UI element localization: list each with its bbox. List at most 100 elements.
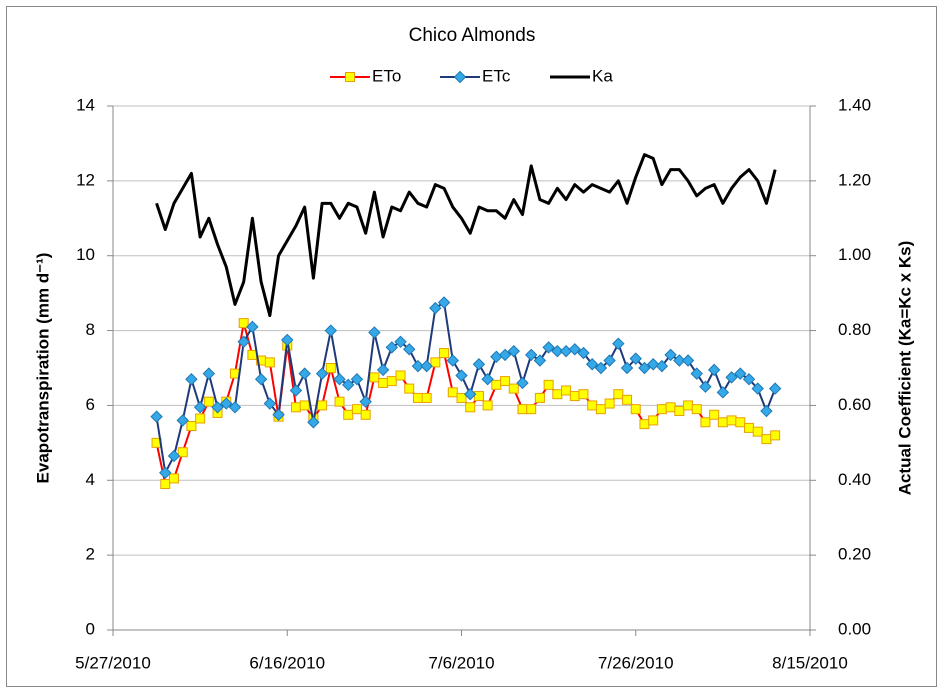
marker: [281, 333, 294, 347]
y2-axis-label: Actual Coefficient (Ka=Kc x Ks): [895, 241, 914, 496]
marker: [456, 392, 467, 403]
y-tick-label: 12: [76, 170, 95, 189]
marker: [228, 401, 242, 414]
marker: [299, 400, 310, 411]
y2-tick-label: 0.00: [838, 619, 871, 638]
legend-label: ETc: [482, 66, 511, 85]
marker: [491, 379, 502, 390]
marker: [744, 422, 755, 433]
marker: [385, 341, 399, 354]
marker: [707, 363, 721, 377]
marker: [421, 392, 432, 403]
y2-tick-label: 0.40: [838, 470, 871, 489]
y-tick-label: 2: [86, 545, 95, 564]
marker: [420, 359, 433, 373]
marker: [464, 387, 477, 401]
marker: [315, 367, 329, 380]
marker: [542, 341, 555, 354]
y2-tick-label: 1.20: [838, 170, 871, 189]
marker: [500, 376, 511, 387]
marker: [472, 358, 486, 371]
marker: [482, 400, 493, 411]
y2-tick-label: 0.60: [838, 395, 871, 414]
marker: [307, 416, 320, 429]
y-tick-label: 10: [76, 245, 95, 264]
y-tick-label: 4: [86, 470, 95, 489]
marker: [378, 377, 389, 388]
marker: [394, 335, 407, 349]
marker: [622, 394, 633, 405]
marker: [404, 383, 415, 394]
marker: [709, 409, 720, 420]
marker: [350, 373, 364, 386]
chart-border: [6, 6, 937, 687]
marker: [237, 335, 250, 349]
marker: [342, 378, 355, 392]
marker: [447, 387, 458, 398]
marker: [168, 473, 179, 484]
x-tick-label: 5/27/2010: [75, 653, 151, 672]
legend-label: Ka: [592, 66, 613, 85]
marker: [681, 354, 695, 367]
legend-label: ETo: [372, 66, 401, 85]
marker: [735, 417, 746, 428]
marker: [298, 367, 311, 380]
y-tick-label: 6: [86, 395, 95, 414]
marker: [569, 391, 580, 402]
marker: [630, 404, 641, 415]
marker: [290, 402, 301, 413]
marker: [526, 404, 537, 415]
marker: [160, 479, 171, 490]
marker: [734, 367, 747, 380]
marker: [185, 373, 198, 386]
marker: [498, 348, 512, 362]
marker: [334, 396, 345, 407]
marker: [238, 318, 249, 329]
marker: [700, 417, 711, 428]
marker: [524, 348, 538, 362]
marker: [317, 400, 328, 411]
marker: [594, 361, 608, 375]
marker: [263, 397, 277, 410]
marker: [246, 320, 259, 334]
marker: [439, 348, 450, 359]
marker: [411, 359, 425, 373]
marker: [481, 373, 494, 386]
marker: [220, 397, 233, 410]
marker: [612, 337, 625, 350]
marker: [568, 343, 581, 356]
y-axis-label: Evapotranspiration (mm d⁻¹): [33, 253, 52, 484]
marker: [534, 392, 545, 403]
marker: [551, 344, 564, 358]
marker: [656, 404, 667, 415]
marker: [533, 354, 547, 367]
marker: [202, 367, 216, 380]
marker: [203, 396, 214, 407]
marker: [673, 354, 686, 367]
chart-title: Chico Almonds: [409, 25, 536, 46]
marker: [369, 372, 380, 383]
marker: [412, 392, 423, 403]
marker: [325, 363, 336, 373]
marker: [430, 357, 441, 368]
marker: [403, 343, 416, 356]
marker: [604, 398, 615, 409]
marker: [613, 389, 624, 400]
marker: [717, 417, 728, 428]
legend-marker: [453, 70, 467, 84]
marker: [552, 389, 563, 400]
marker: [638, 361, 651, 375]
marker: [716, 386, 730, 399]
marker: [742, 373, 756, 386]
marker: [176, 414, 189, 427]
marker: [674, 406, 685, 417]
marker: [437, 296, 451, 309]
marker: [351, 404, 362, 415]
marker: [639, 419, 650, 430]
marker: [167, 449, 181, 463]
marker: [516, 376, 529, 390]
y-tick-label: 14: [76, 95, 95, 114]
marker: [254, 373, 268, 386]
marker: [561, 385, 572, 396]
